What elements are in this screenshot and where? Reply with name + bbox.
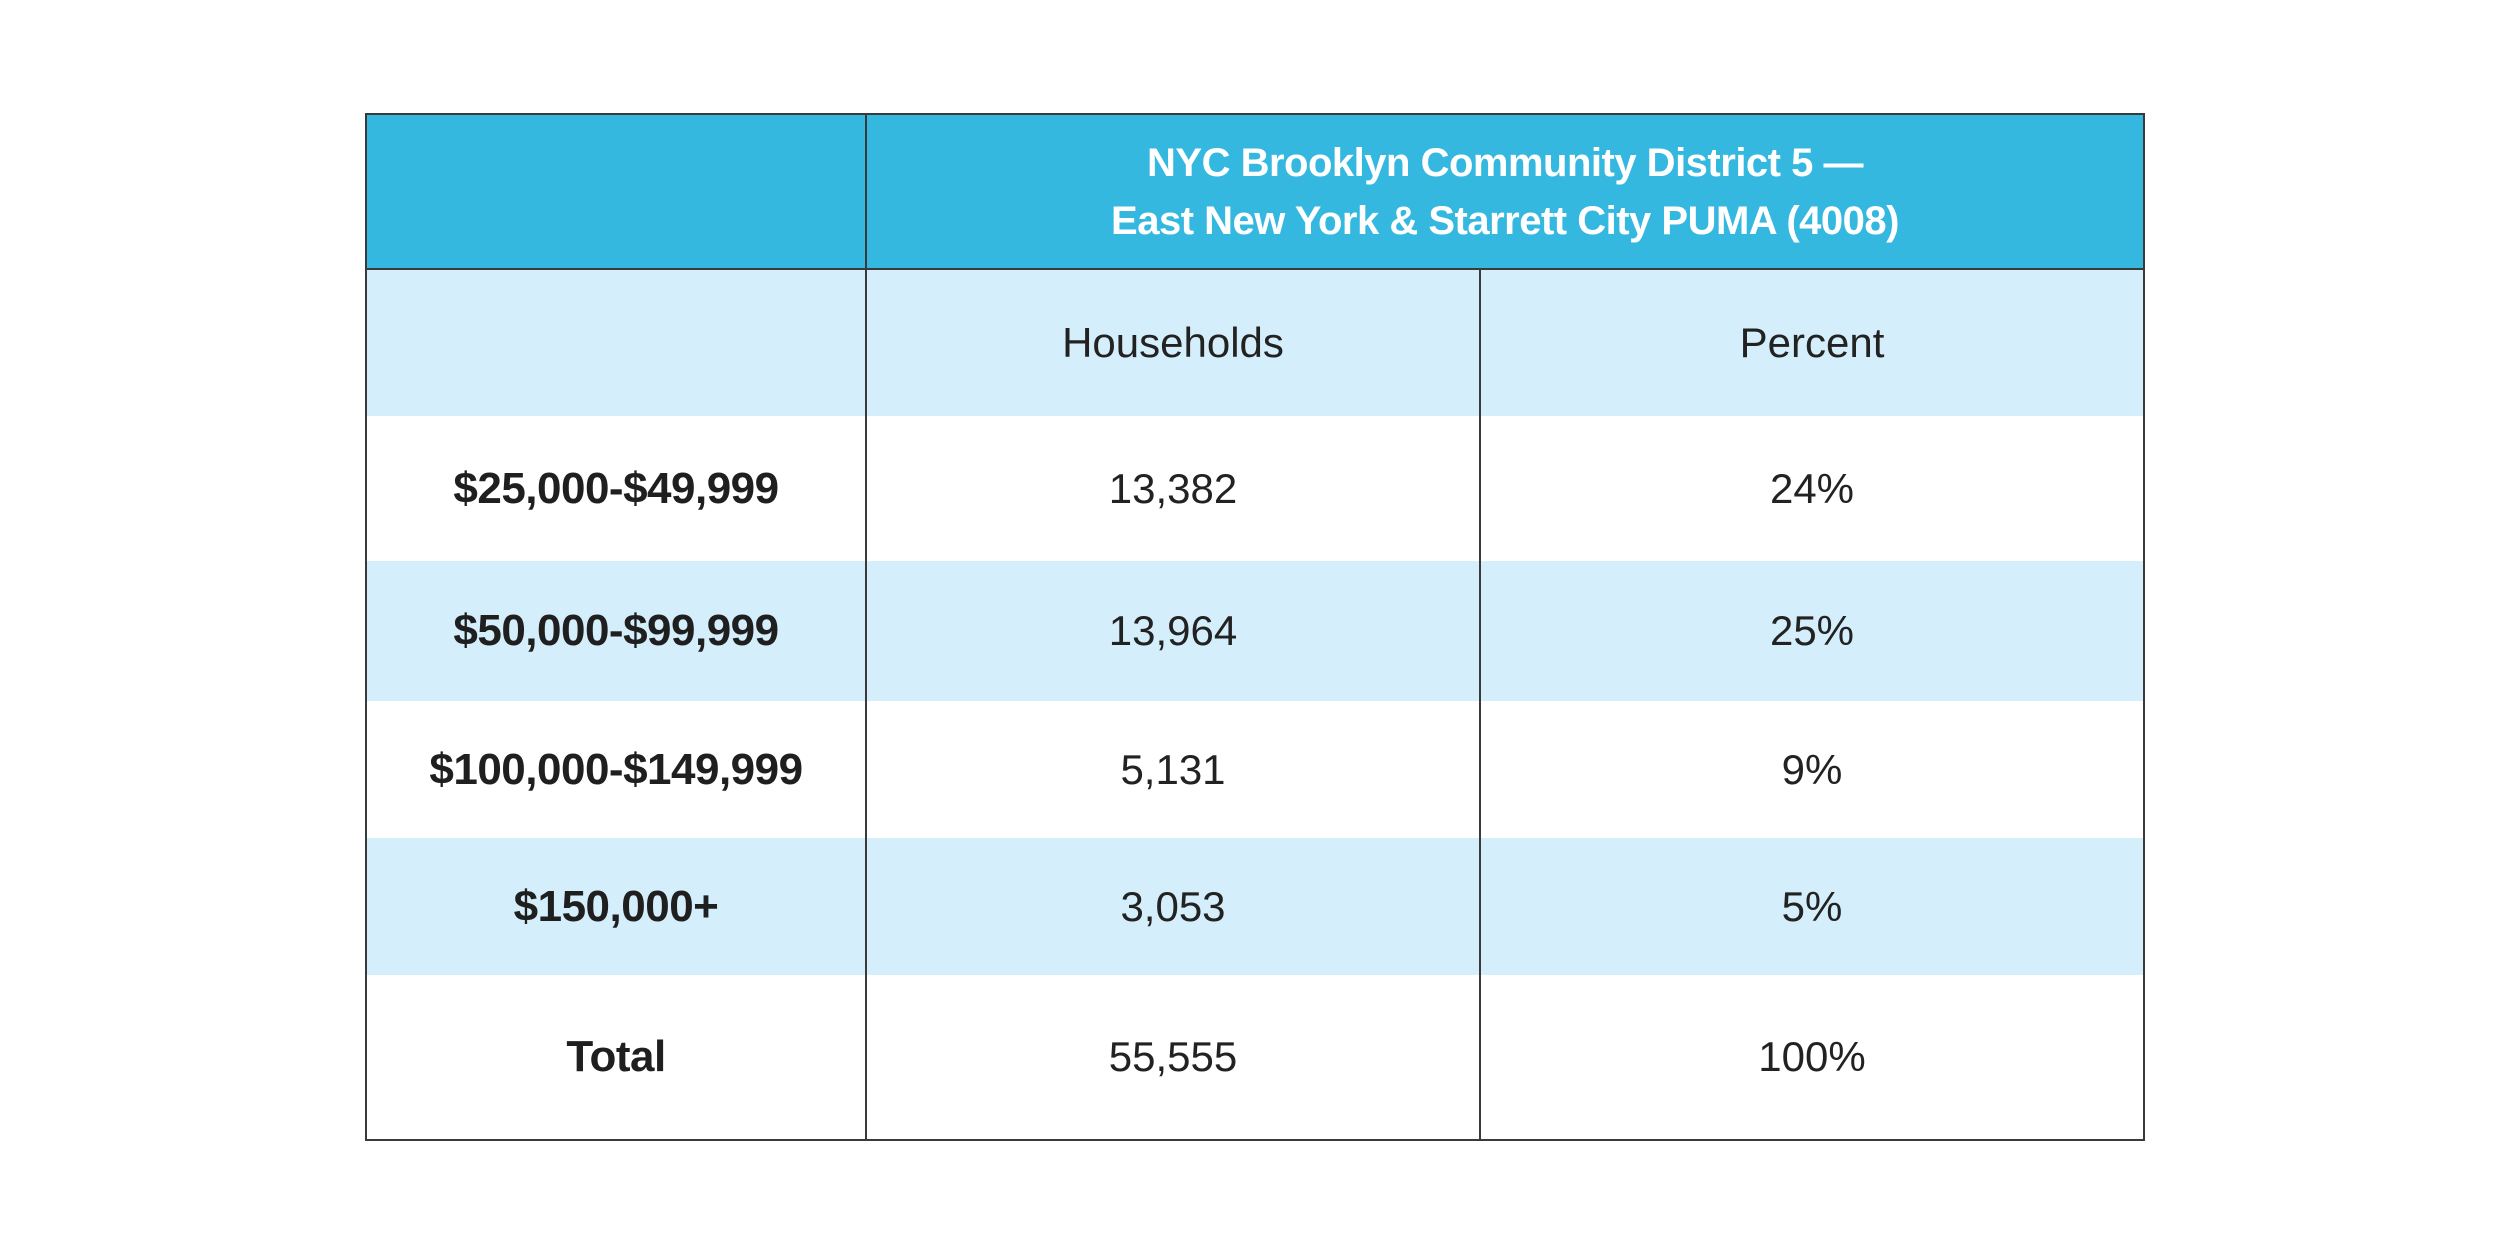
row-label: $50,000-$99,999	[367, 561, 867, 701]
column-header-empty	[367, 270, 867, 416]
table-row: $50,000-$99,999 13,964 25%	[367, 561, 2143, 701]
households-total-value: 55,555	[867, 975, 1481, 1139]
income-table: NYC Brooklyn Community District 5 — East…	[365, 113, 2145, 1141]
percent-value: 9%	[1781, 745, 1843, 793]
percent-value: 24%	[1769, 464, 1855, 512]
total-row: Total 55,555 100%	[367, 975, 2143, 1139]
row-label: $100,000-$149,999	[367, 701, 867, 838]
header-title-cell: NYC Brooklyn Community District 5 — East…	[867, 115, 2143, 268]
table-title-line-2: East New York & Starrett City PUMA (4008…	[1111, 198, 1899, 243]
row-label: $25,000-$49,999	[367, 416, 867, 561]
households-value: 13,964	[867, 561, 1481, 701]
column-header-percent: Percent	[1739, 319, 1885, 366]
table-title: NYC Brooklyn Community District 5 — East…	[1111, 134, 1899, 250]
column-header-row: Households Percent	[367, 270, 2143, 416]
table-row: $100,000-$149,999 5,131 9%	[367, 701, 2143, 838]
header-empty-cell	[367, 115, 867, 268]
table-row: $25,000-$49,999 13,382 24%	[367, 416, 2143, 561]
households-value: 3,053	[867, 838, 1481, 975]
table-header-row: NYC Brooklyn Community District 5 — East…	[367, 115, 2143, 270]
row-label-total: Total	[367, 975, 867, 1139]
households-value: 5,131	[867, 701, 1481, 838]
percent-value: 25%	[1769, 607, 1855, 654]
row-label: $150,000+	[367, 838, 867, 975]
table-title-line-1: NYC Brooklyn Community District 5 —	[1147, 140, 1863, 185]
table-row: $150,000+ 3,053 5%	[367, 838, 2143, 975]
percent-value: 5%	[1781, 882, 1843, 930]
households-value: 13,382	[867, 416, 1481, 561]
column-header-households: Households	[867, 270, 1481, 416]
percent-total-value: 100%	[1758, 1033, 1866, 1080]
